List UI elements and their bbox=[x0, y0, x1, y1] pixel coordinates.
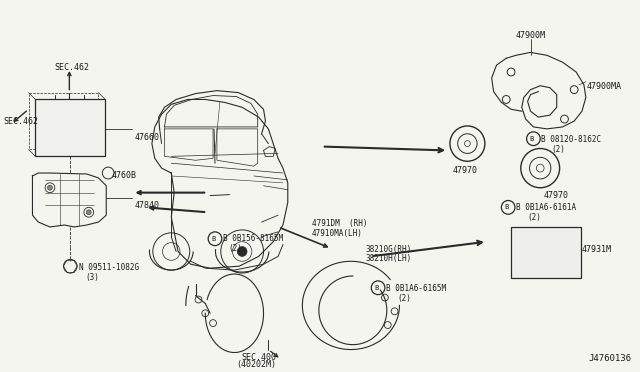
Text: 47900MA: 47900MA bbox=[587, 82, 622, 91]
Text: B 0B1A6-6165M: B 0B1A6-6165M bbox=[386, 284, 446, 293]
Text: 38210G(RH): 38210G(RH) bbox=[365, 245, 412, 254]
Text: B 08120-8162C: B 08120-8162C bbox=[541, 135, 602, 144]
Text: 47970: 47970 bbox=[543, 191, 568, 200]
Text: 47840: 47840 bbox=[134, 202, 159, 211]
Circle shape bbox=[86, 210, 91, 215]
Text: 47660: 47660 bbox=[134, 133, 159, 142]
Text: B: B bbox=[211, 236, 215, 242]
Text: (2): (2) bbox=[228, 244, 243, 253]
Text: SEC.462: SEC.462 bbox=[3, 117, 38, 126]
Text: N 09511-1082G: N 09511-1082G bbox=[79, 263, 139, 272]
Text: B: B bbox=[529, 136, 534, 142]
Text: (2): (2) bbox=[527, 213, 541, 222]
Text: (3): (3) bbox=[85, 273, 99, 282]
Text: B 0B1A6-6161A: B 0B1A6-6161A bbox=[516, 203, 576, 212]
Text: 47970: 47970 bbox=[453, 166, 478, 175]
Text: SEC.400: SEC.400 bbox=[241, 353, 276, 362]
Text: 4760B: 4760B bbox=[111, 171, 136, 180]
Text: 47931M: 47931M bbox=[582, 245, 612, 254]
Text: 38210H(LH): 38210H(LH) bbox=[365, 254, 412, 263]
Text: B: B bbox=[374, 285, 378, 291]
Text: 47900M: 47900M bbox=[516, 31, 546, 40]
Text: (2): (2) bbox=[551, 145, 564, 154]
Text: SEC.462: SEC.462 bbox=[55, 63, 90, 72]
Text: (40202M): (40202M) bbox=[237, 360, 276, 369]
Circle shape bbox=[47, 185, 52, 190]
Text: 4791DM  (RH): 4791DM (RH) bbox=[312, 219, 367, 228]
Text: (2): (2) bbox=[397, 294, 412, 303]
Text: J4760136: J4760136 bbox=[589, 355, 632, 363]
Text: B 0B156-8165M: B 0B156-8165M bbox=[223, 234, 283, 243]
FancyBboxPatch shape bbox=[511, 227, 581, 278]
Text: 47910MA(LH): 47910MA(LH) bbox=[312, 229, 363, 238]
Text: B: B bbox=[504, 204, 508, 210]
Circle shape bbox=[237, 247, 247, 256]
FancyBboxPatch shape bbox=[35, 99, 105, 156]
